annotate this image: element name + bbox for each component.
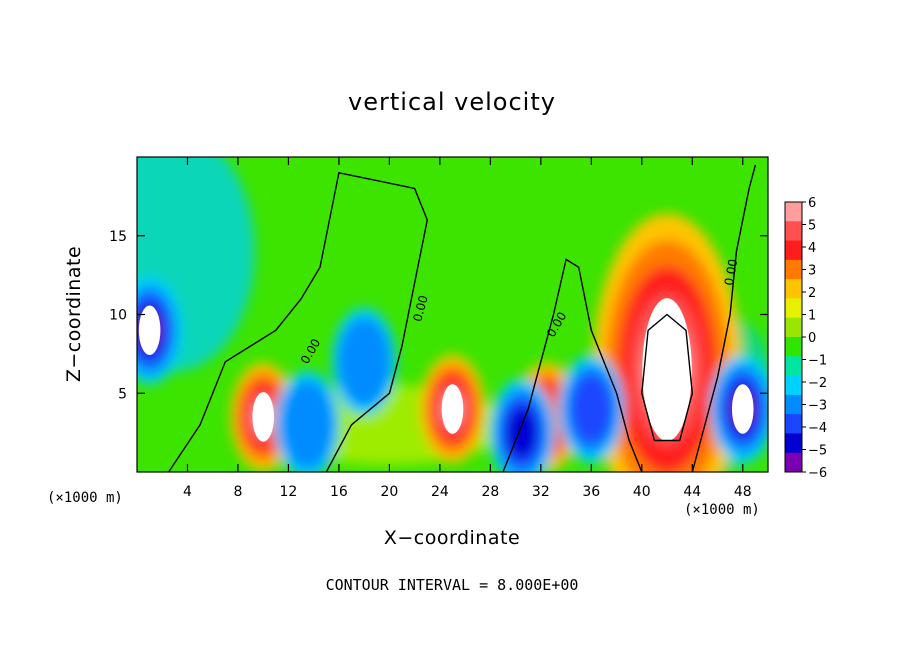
x-tick-label: 28	[481, 484, 499, 500]
x-tick-label: 32	[532, 484, 550, 500]
y-tick-label: 15	[109, 229, 127, 245]
colorbar-swatch	[785, 375, 802, 396]
x-tick-label: 16	[330, 484, 348, 500]
x-tick-label: 8	[233, 484, 242, 500]
colorbar-tick-label: 5	[808, 219, 816, 234]
x-unit-label-right: (×1000 m)	[684, 502, 760, 518]
x-tick-label: 40	[633, 484, 651, 500]
colorbar-tick-label: 1	[808, 309, 816, 324]
colorbar-tick-label: −1	[808, 354, 827, 369]
colorbar-swatch	[785, 202, 802, 222]
colorbar-tick-label: 6	[808, 196, 816, 211]
velocity-field	[137, 157, 768, 472]
colorbar-tick-label: −2	[808, 376, 827, 391]
saturated-core	[731, 384, 754, 434]
x-tick-label: 12	[280, 484, 298, 500]
saturated-core	[441, 384, 464, 434]
x-tick-label: 48	[734, 484, 752, 500]
contour-label: 0.00	[410, 294, 430, 323]
colorbar-swatch	[785, 259, 802, 280]
colorbar-swatch	[785, 298, 802, 319]
x-tick-label: 36	[582, 484, 600, 500]
colorbar-tick-label: −3	[808, 399, 827, 414]
x-unit-label-left: (×1000 m)	[47, 490, 123, 506]
downdraft-cell	[331, 307, 397, 416]
downdraft-cell	[489, 378, 555, 472]
colorbar-swatch	[785, 317, 802, 338]
colorbar-tick-label: 2	[808, 286, 816, 301]
colorbar-swatch	[785, 337, 802, 357]
zero-contour-line	[641, 313, 694, 442]
colorbar-swatch	[785, 452, 802, 473]
saturated-core	[642, 298, 692, 442]
colorbar-swatch	[785, 356, 802, 377]
colorbar-tick-label: −6	[808, 466, 827, 481]
x-tick-label: 20	[380, 484, 398, 500]
zero-contour-line	[168, 171, 429, 472]
downdraft-cell	[558, 355, 624, 463]
colorbar-swatch	[785, 240, 802, 261]
colorbar-swatch	[785, 414, 802, 434]
contour-interval-note: CONTOUR INTERVAL = 8.000E+00	[325, 576, 579, 594]
zero-contour-line	[502, 258, 643, 472]
colorbar-tick-label: −4	[808, 421, 827, 436]
colorbar-tick-label: 0	[808, 331, 816, 346]
x-axis-label: X−coordinate	[383, 527, 521, 549]
contour-label: 0.00	[722, 258, 740, 287]
colorbar-tick-label: −5	[808, 444, 827, 459]
colorbar-swatch	[785, 221, 802, 242]
colorbar-swatch	[785, 394, 802, 415]
y-tick-label: 10	[109, 308, 127, 324]
x-tick-label: 4	[183, 484, 192, 500]
saturated-core	[252, 392, 274, 442]
colorbar-tick-label: 4	[808, 241, 816, 256]
saturated-core	[138, 305, 161, 355]
colorbar-swatch	[785, 433, 802, 454]
chart-title: vertical velocity	[348, 88, 556, 116]
colorbar-tick-label: 3	[808, 264, 816, 279]
y-tick-label: 5	[118, 386, 127, 402]
x-tick-label: 24	[431, 484, 449, 500]
downdraft-cell	[274, 370, 340, 472]
x-tick-label: 44	[683, 484, 701, 500]
colorbar-swatch	[785, 279, 802, 299]
zero-contour-line	[691, 164, 757, 472]
